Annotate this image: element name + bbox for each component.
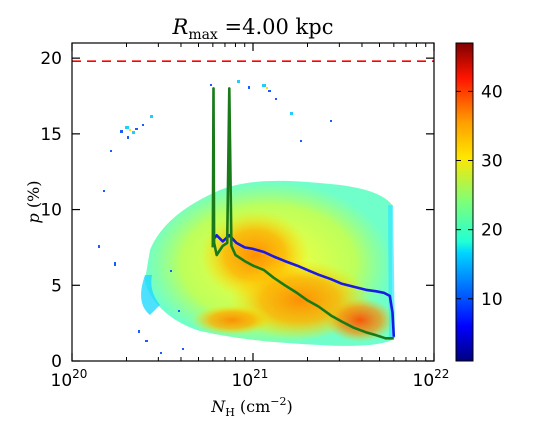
x-axis-label: NH (cm−2) bbox=[210, 395, 293, 419]
chart-title: Rmax =4.00 kpc bbox=[172, 15, 334, 43]
y-tick-label: 20 bbox=[40, 49, 62, 69]
x-tick-label: 1022 bbox=[413, 367, 450, 391]
y-tick-label: 0 bbox=[51, 352, 62, 372]
y-tick-label: 15 bbox=[40, 125, 62, 145]
y-tick-label: 10 bbox=[40, 201, 62, 221]
x-axis: 1020 1021 1022 bbox=[51, 43, 450, 391]
colorbar-tick-label: 30 bbox=[481, 152, 503, 172]
x-tick-label: 1020 bbox=[51, 367, 88, 391]
colorbar-tick-label: 40 bbox=[481, 82, 503, 102]
series-layer bbox=[211, 87, 396, 340]
density-map bbox=[98, 80, 395, 354]
y-axis-label: p (%) bbox=[24, 180, 43, 223]
colorbar-ticks: 10 20 30 40 bbox=[456, 82, 503, 310]
colorbar-tick-label: 10 bbox=[481, 290, 503, 310]
y-tick-label: 5 bbox=[51, 276, 62, 296]
y-axis: 0 5 10 15 20 bbox=[40, 49, 434, 372]
series-line-1 bbox=[211, 234, 396, 337]
colorbar-tick-label: 20 bbox=[481, 221, 503, 241]
x-tick-label: 1021 bbox=[232, 367, 269, 391]
series-line-2 bbox=[211, 87, 394, 340]
colorbar bbox=[455, 42, 474, 362]
